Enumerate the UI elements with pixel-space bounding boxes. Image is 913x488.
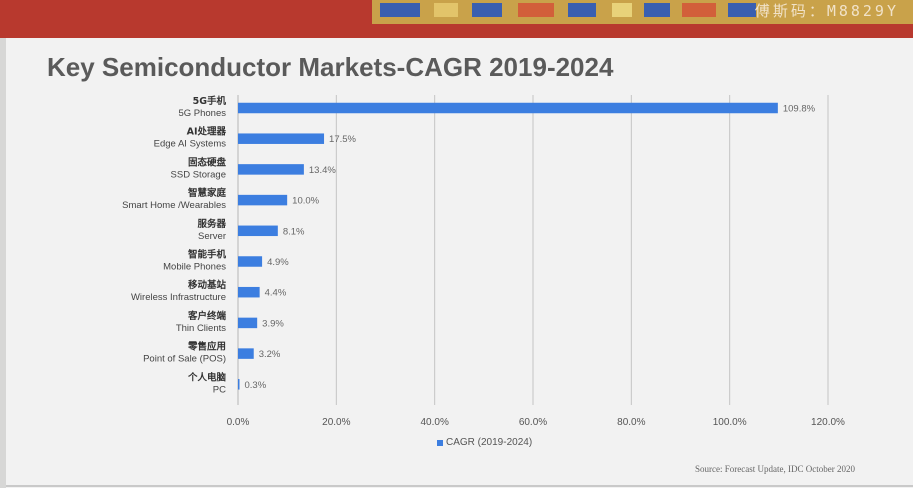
banner-block — [644, 3, 670, 17]
chart-legend: CAGR (2019-2024) — [437, 437, 532, 448]
banner-block — [434, 3, 458, 17]
category-label-en: PC — [213, 384, 226, 395]
source-note: Source: Forecast Update, IDC October 202… — [695, 464, 855, 474]
x-tick-label: 120.0% — [811, 417, 845, 428]
category-label-cn: 智慧家庭 — [188, 187, 227, 199]
bar — [238, 348, 254, 359]
x-tick-label: 40.0% — [420, 417, 448, 428]
category-label-cn: 固态硬盘 — [188, 156, 227, 168]
category-label-en: Server — [198, 231, 226, 242]
bar — [238, 102, 778, 114]
category-label-en: Thin Clients — [176, 323, 226, 334]
data-label: 8.1% — [283, 226, 305, 237]
category-label-cn: 移动基站 — [188, 279, 227, 291]
x-tick-label: 20.0% — [322, 417, 350, 428]
data-label: 4.4% — [265, 288, 287, 299]
category-label-cn: 客户终端 — [187, 310, 227, 322]
banner-block — [612, 3, 632, 17]
bar — [238, 164, 304, 175]
top-banner: 傅斯码：M8829Y — [0, 0, 913, 38]
legend-label: CAGR (2019-2024) — [446, 437, 533, 448]
x-tick-label: 100.0% — [713, 417, 747, 428]
data-label: 13.4% — [309, 165, 336, 176]
banner-block — [518, 3, 554, 17]
legend-swatch — [437, 439, 443, 446]
bar — [238, 286, 260, 298]
data-label: 10.0% — [292, 196, 319, 207]
banner-block — [472, 3, 502, 17]
bar — [238, 194, 288, 206]
data-label: 0.3% — [245, 380, 267, 391]
category-label-cn: 5G手机 — [193, 95, 227, 107]
x-tick-label: 80.0% — [617, 417, 645, 428]
bar — [238, 379, 240, 390]
category-label-en: SSD Storage — [171, 169, 226, 180]
category-label-en: Smart Home /Wearables — [122, 200, 226, 211]
data-label: 109.8% — [783, 104, 816, 115]
bar — [238, 225, 278, 237]
category-label-cn: 智能手机 — [188, 249, 227, 261]
footer-divider — [6, 485, 913, 487]
banner-block — [682, 3, 716, 17]
x-tick-label: 0.0% — [227, 417, 250, 428]
category-label-cn: AI处理器 — [187, 126, 227, 138]
data-label: 3.2% — [259, 349, 281, 360]
category-label-cn: 零售应用 — [187, 341, 226, 353]
data-label: 4.9% — [267, 257, 289, 268]
watermark-code: 傅斯码：M8829Y — [754, 2, 899, 20]
bar — [238, 317, 258, 329]
banner-block — [728, 3, 756, 17]
data-label: 17.5% — [329, 134, 356, 145]
bar — [238, 256, 263, 267]
banner-block — [380, 3, 420, 17]
category-label-cn: 服务器 — [197, 218, 226, 230]
category-label-en: Mobile Phones — [163, 262, 226, 273]
category-label-en: Wireless Infrastructure — [131, 292, 226, 303]
category-label-cn: 个人电脑 — [187, 371, 227, 383]
x-tick-label: 60.0% — [519, 417, 547, 428]
chart-title: Key Semiconductor Markets-CAGR 2019-2024 — [47, 52, 614, 82]
bar — [238, 133, 325, 144]
banner-block — [568, 3, 596, 17]
category-label-en: 5G Phones — [178, 108, 226, 119]
category-label-en: Edge AI Systems — [154, 139, 227, 150]
data-label: 3.9% — [262, 318, 284, 329]
banner-artwork — [372, 0, 913, 24]
category-label-en: Point of Sale (POS) — [143, 354, 226, 365]
